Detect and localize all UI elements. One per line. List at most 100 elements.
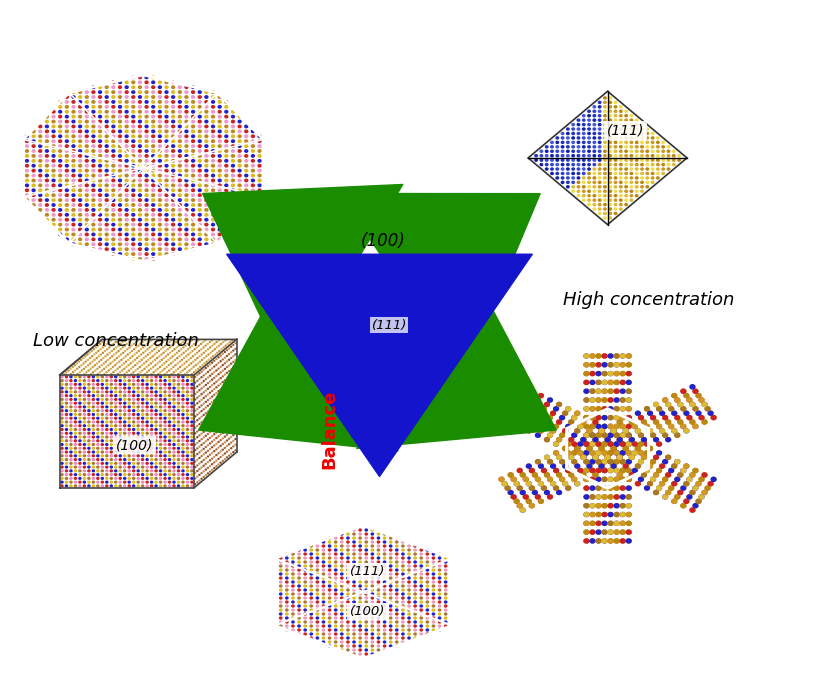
Circle shape <box>377 569 379 571</box>
Circle shape <box>414 629 416 631</box>
Circle shape <box>625 195 628 197</box>
Circle shape <box>168 466 171 468</box>
Circle shape <box>583 155 585 157</box>
Circle shape <box>391 316 393 317</box>
Circle shape <box>365 593 367 595</box>
Circle shape <box>521 508 526 512</box>
Circle shape <box>366 369 368 371</box>
Circle shape <box>83 462 86 464</box>
Circle shape <box>105 233 109 236</box>
Circle shape <box>171 169 175 172</box>
Circle shape <box>74 417 77 419</box>
Circle shape <box>125 253 128 256</box>
Circle shape <box>106 387 108 389</box>
Circle shape <box>604 182 606 184</box>
Circle shape <box>548 495 552 499</box>
Circle shape <box>148 354 149 355</box>
Circle shape <box>88 370 89 371</box>
Circle shape <box>139 248 141 251</box>
Circle shape <box>666 456 671 460</box>
Circle shape <box>199 463 200 464</box>
Circle shape <box>115 459 117 460</box>
Circle shape <box>517 425 522 428</box>
Circle shape <box>584 477 589 482</box>
Circle shape <box>438 617 441 619</box>
Circle shape <box>101 384 104 385</box>
Circle shape <box>125 110 128 113</box>
Circle shape <box>396 549 398 551</box>
Circle shape <box>70 451 72 453</box>
Circle shape <box>211 125 215 127</box>
Circle shape <box>517 407 522 411</box>
Circle shape <box>128 459 131 460</box>
Circle shape <box>598 203 601 206</box>
Circle shape <box>124 462 126 464</box>
Circle shape <box>251 199 255 201</box>
Circle shape <box>52 203 55 206</box>
Circle shape <box>92 436 95 438</box>
Circle shape <box>574 411 579 415</box>
Circle shape <box>648 447 653 451</box>
Circle shape <box>351 340 353 342</box>
Circle shape <box>317 629 318 631</box>
Circle shape <box>280 561 282 563</box>
Circle shape <box>608 407 613 411</box>
Circle shape <box>410 278 413 280</box>
Circle shape <box>79 455 81 457</box>
Circle shape <box>203 471 204 472</box>
Circle shape <box>168 395 171 397</box>
Circle shape <box>155 444 157 445</box>
Circle shape <box>627 460 631 464</box>
Circle shape <box>356 282 358 284</box>
Circle shape <box>561 132 564 134</box>
Circle shape <box>627 407 631 411</box>
Circle shape <box>620 469 625 473</box>
Circle shape <box>414 561 416 563</box>
Circle shape <box>401 278 403 280</box>
Circle shape <box>588 190 590 192</box>
Circle shape <box>663 495 667 499</box>
Circle shape <box>142 477 144 480</box>
Circle shape <box>192 86 194 88</box>
Circle shape <box>165 150 168 152</box>
Circle shape <box>396 633 398 635</box>
Circle shape <box>137 363 138 364</box>
Circle shape <box>356 266 358 268</box>
Circle shape <box>165 214 168 216</box>
Circle shape <box>602 469 607 473</box>
Circle shape <box>565 425 570 428</box>
Circle shape <box>532 402 537 406</box>
Circle shape <box>356 290 358 292</box>
Circle shape <box>39 184 42 186</box>
Circle shape <box>182 455 184 457</box>
Circle shape <box>540 164 543 166</box>
Circle shape <box>708 411 713 415</box>
Circle shape <box>177 462 180 464</box>
Circle shape <box>145 179 148 182</box>
Circle shape <box>211 199 215 201</box>
Circle shape <box>70 459 72 460</box>
Circle shape <box>137 470 140 472</box>
Circle shape <box>590 416 595 420</box>
Circle shape <box>186 379 188 382</box>
Circle shape <box>625 164 628 166</box>
Circle shape <box>304 577 306 579</box>
Circle shape <box>101 440 104 442</box>
Circle shape <box>602 416 607 420</box>
Circle shape <box>115 485 117 487</box>
Circle shape <box>331 295 334 297</box>
Circle shape <box>227 457 228 458</box>
Circle shape <box>125 105 128 108</box>
Circle shape <box>381 299 384 301</box>
Circle shape <box>171 253 175 256</box>
Circle shape <box>195 421 196 423</box>
Circle shape <box>105 238 109 240</box>
Circle shape <box>347 557 349 559</box>
Circle shape <box>74 440 77 442</box>
Circle shape <box>182 470 184 472</box>
Circle shape <box>199 424 200 425</box>
Circle shape <box>565 442 570 446</box>
Circle shape <box>164 384 166 385</box>
Circle shape <box>165 169 168 172</box>
Circle shape <box>159 399 162 400</box>
